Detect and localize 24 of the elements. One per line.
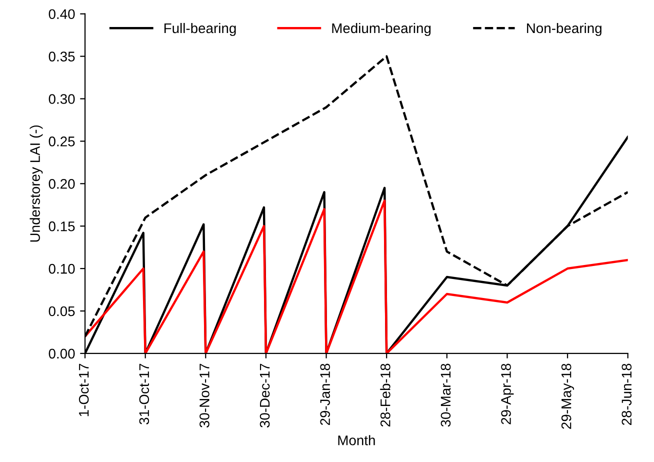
y-tick-label: 0.10 [48, 264, 75, 274]
x-axis-title: Month [338, 435, 375, 446]
y-tick-label: 0.40 [48, 9, 75, 20]
x-tick-label: 30-Dec-17 [260, 364, 270, 428]
y-tick-label: 0.30 [48, 94, 75, 104]
x-tick-label: 30-Mar-18 [440, 364, 451, 427]
legend-label: Medium-bearing [332, 22, 431, 36]
y-tick-label: 0.20 [48, 178, 75, 189]
x-tick-label: 31-Oct-17 [139, 364, 150, 424]
y-tick-label: 0.00 [48, 348, 75, 359]
x-tick-label: 30-Nov-17 [200, 364, 210, 428]
y-tick-label: 0.15 [48, 221, 75, 232]
legend-label: Full-bearing [164, 22, 236, 36]
x-tick-label: 28-Feb-18 [380, 364, 390, 427]
y-axis-title: Understorey LAI (-) [30, 125, 43, 242]
y-tick-label: 0.05 [48, 306, 75, 316]
x-tick-label: 28-Jun-18 [622, 364, 632, 425]
y-tick-label: 0.35 [48, 52, 75, 62]
legend-label: Non-bearing [527, 22, 602, 36]
y-tick-label: 0.25 [48, 136, 75, 146]
x-tick-label: 29-May-18 [561, 364, 574, 429]
x-tick-label: 1-Oct-17 [78, 364, 89, 416]
x-tick-label: 29-Jan-18 [320, 364, 330, 425]
x-tick-label: 29-Apr-18 [501, 364, 514, 424]
